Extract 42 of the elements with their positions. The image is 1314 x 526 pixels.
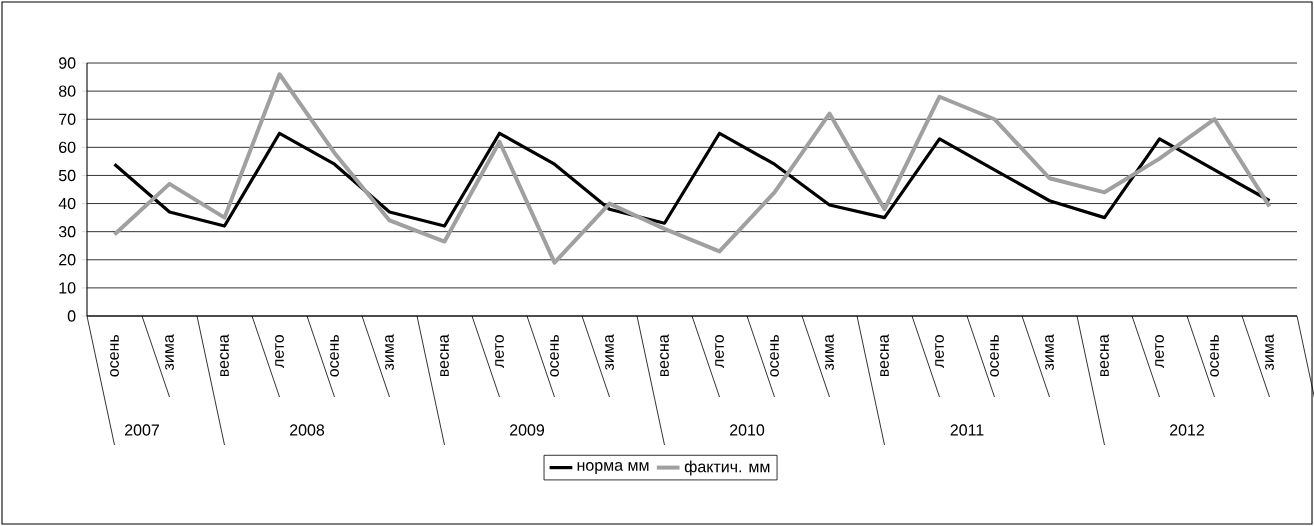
- x-tick-label: зима: [825, 334, 834, 371]
- text: 2007: [125, 424, 159, 436]
- x-tick-label: осень: [990, 334, 999, 377]
- line-series: [112, 131, 1272, 228]
- text: 2011: [950, 424, 984, 436]
- y-tick-label: 80: [58, 85, 76, 97]
- x-tick-label: осень: [330, 334, 339, 377]
- text: 2010: [730, 424, 765, 436]
- text: 2012: [1170, 424, 1205, 436]
- y-tick-label: 0: [67, 310, 76, 322]
- legend-label: фактич. мм: [684, 460, 770, 476]
- y-tick-label: 50: [58, 169, 76, 182]
- y-tick-label: 40: [58, 197, 76, 210]
- x-tick-label: осень: [1210, 334, 1219, 377]
- y-tick-label: 70: [59, 113, 76, 125]
- y-tick-label: 10: [59, 282, 76, 294]
- x-tick-label: весна: [440, 334, 449, 377]
- legend-label: норма мм: [577, 462, 649, 475]
- x-tick-label: весна: [220, 334, 229, 377]
- x-tick-label: зима: [605, 334, 614, 371]
- x-tick-label: зима: [165, 334, 174, 371]
- x-tick-label: лето: [495, 334, 504, 368]
- text: 2009: [510, 424, 545, 436]
- x-tick-label: осень: [770, 334, 779, 377]
- x-tick-label: лето: [275, 334, 284, 368]
- text: 2008: [290, 424, 325, 436]
- y-tick-label: 90: [59, 57, 76, 69]
- x-tick-label: весна: [880, 334, 889, 377]
- x-tick-label: весна: [1100, 334, 1109, 377]
- y-tick-label: 60: [59, 141, 76, 154]
- x-tick-label: лето: [715, 334, 724, 368]
- y-tick-label: 20: [59, 254, 76, 266]
- x-tick-label: зима: [1045, 334, 1054, 371]
- line-series: [112, 72, 1272, 265]
- x-tick-label: зима: [1265, 334, 1274, 371]
- x-tick-label: осень: [550, 334, 559, 377]
- x-tick-label: осень: [110, 334, 119, 377]
- x-tick-label: весна: [660, 334, 669, 377]
- y-tick-label: 30: [58, 226, 76, 238]
- x-tick-label: лето: [1155, 334, 1164, 368]
- x-tick-label: зима: [385, 334, 394, 371]
- x-tick-label: лето: [935, 334, 944, 368]
